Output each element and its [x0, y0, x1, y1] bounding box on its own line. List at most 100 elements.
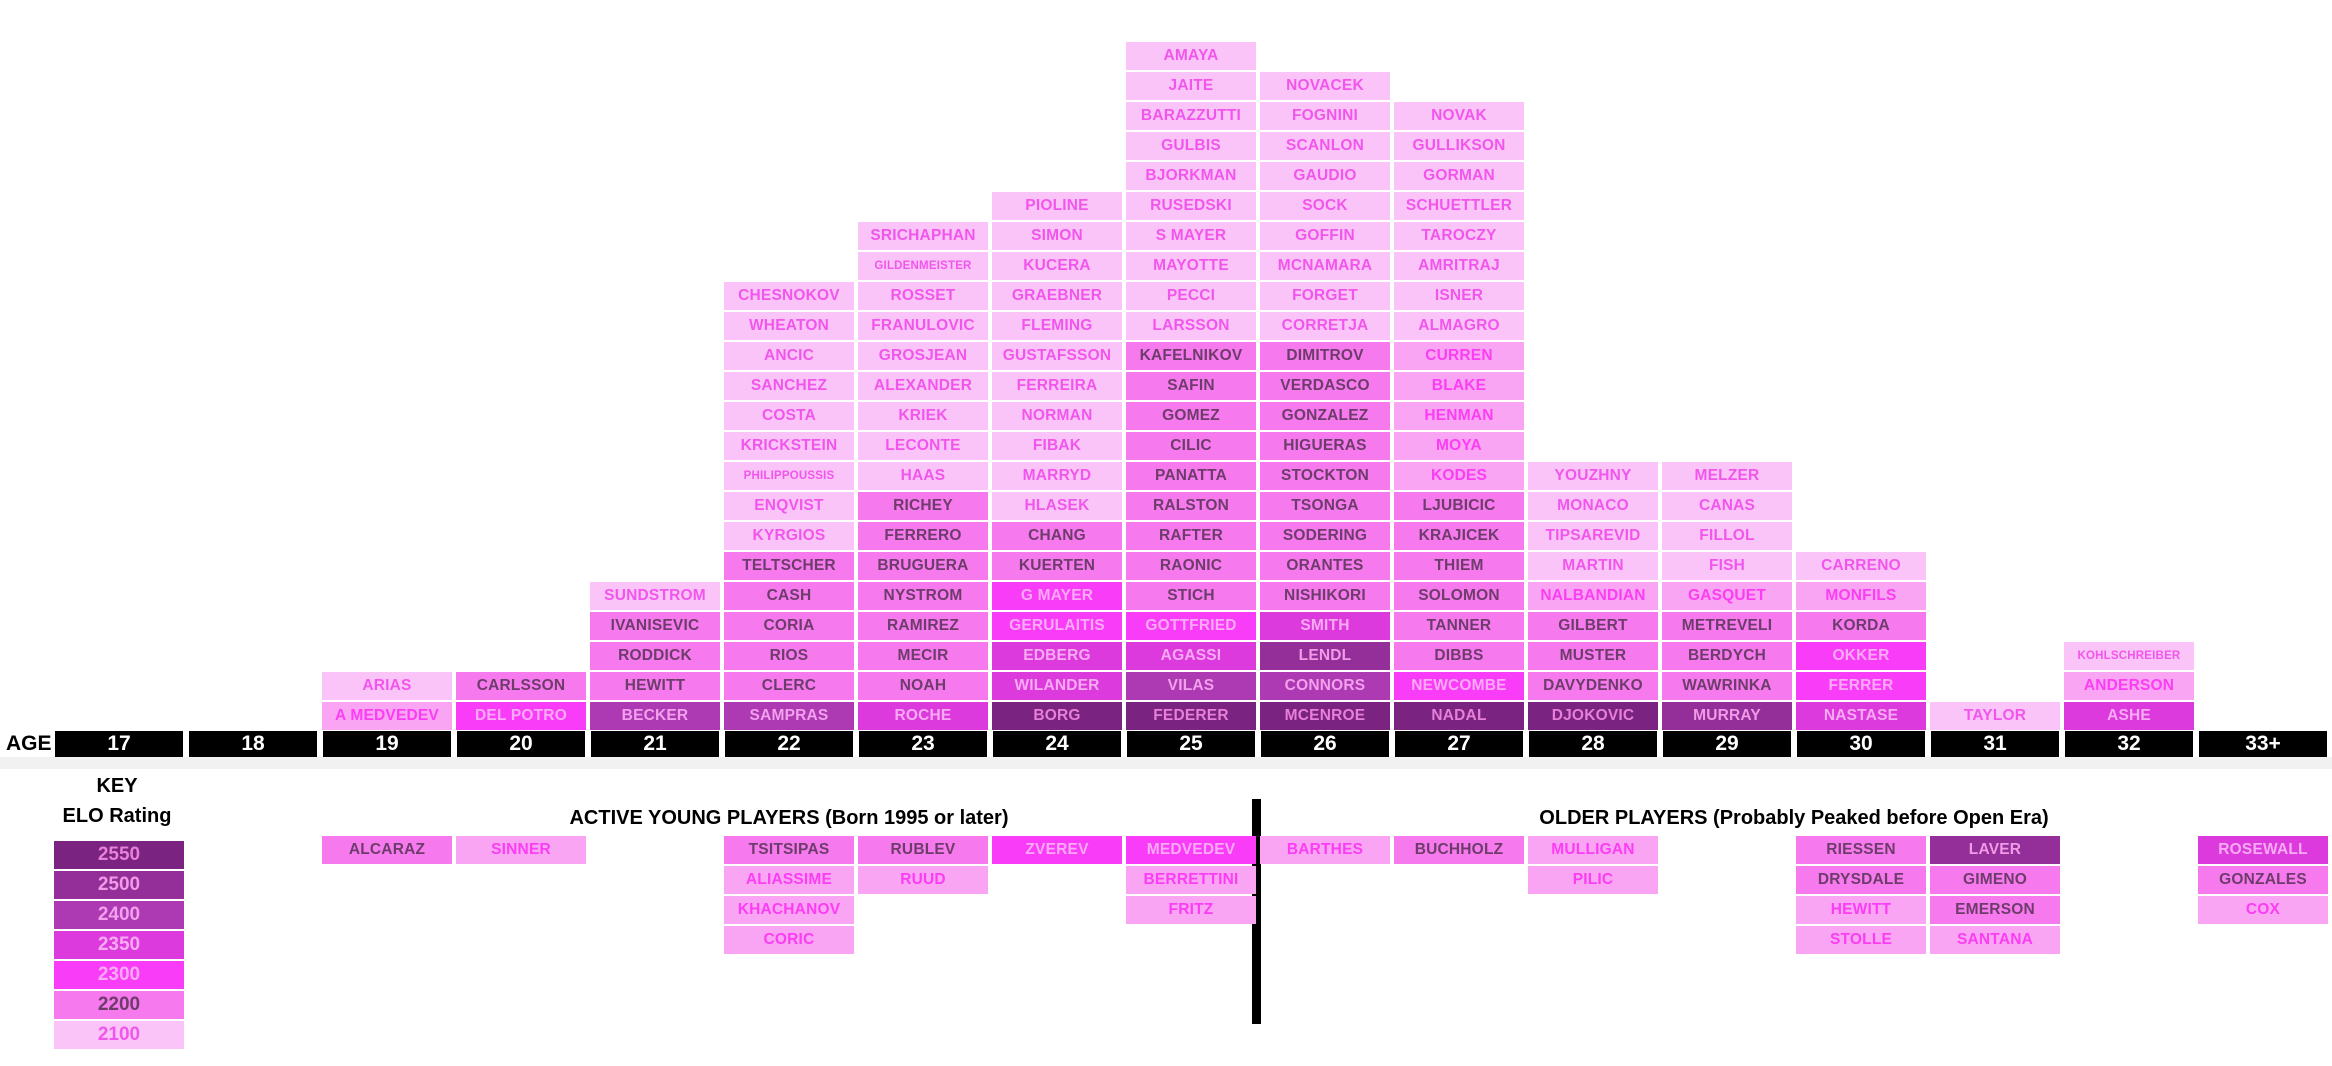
player-cell: MUSTER: [1528, 642, 1658, 670]
player-cell: ALMAGRO: [1394, 312, 1524, 340]
player-cell: HIGUERAS: [1260, 432, 1390, 460]
player-cell: GORMAN: [1394, 162, 1524, 190]
era-divider-line: [1252, 799, 1261, 1024]
age-column-31: TAYLOR: [1928, 41, 2062, 731]
player-cell: KOHLSCHREIBER: [2064, 642, 2194, 670]
player-cell: SOLOMON: [1394, 582, 1524, 610]
player-cell: G MAYER: [992, 582, 1122, 610]
player-cell: GRAEBNER: [992, 282, 1122, 310]
age-column-17: [52, 41, 186, 731]
player-cell: MELZER: [1662, 462, 1792, 490]
age-column-19: ALCARAZ: [320, 835, 454, 955]
age-tick-30: 30: [1797, 731, 1925, 757]
player-cell: SMITH: [1260, 612, 1390, 640]
age-column-25: MEDVEDEV BERRETTINI FRITZ: [1124, 835, 1258, 955]
player-cell: GIMENO: [1930, 866, 2060, 894]
key-swatch-2400: 2400: [54, 901, 184, 929]
player-cell: KUCERA: [992, 252, 1122, 280]
player-cell: KAFELNIKOV: [1126, 342, 1256, 370]
age-column-23: SRICHAPHAN GILDENMEISTER ROSSET FRANULOVIC G…: [856, 41, 990, 731]
player-cell: DIBBS: [1394, 642, 1524, 670]
age-column-21: [588, 835, 722, 955]
bottom-panel: KEY ELO Rating 2550 2500 2400 2350 2300 2200 2…: [0, 769, 2332, 1066]
player-cell: SAFIN: [1126, 372, 1256, 400]
player-cell: PHILIPPOUSSIS: [724, 462, 854, 490]
player-cell: FILLOL: [1662, 522, 1792, 550]
player-cell: KODES: [1394, 462, 1524, 490]
player-cell: TANNER: [1394, 612, 1524, 640]
player-cell: NORMAN: [992, 402, 1122, 430]
player-cell: GULBIS: [1126, 132, 1256, 160]
player-cell: CARRENO: [1796, 552, 1926, 580]
player-cell: AMRITRAJ: [1394, 252, 1524, 280]
player-cell: MOYA: [1394, 432, 1524, 460]
player-cell: TAYLOR: [1930, 702, 2060, 730]
player-cell: EDBERG: [992, 642, 1122, 670]
player-cell: WAWRINKA: [1662, 672, 1792, 700]
player-cell: KHACHANOV: [724, 896, 854, 924]
age-column-30: RIESSEN DRYSDALE HEWITT STOLLE: [1794, 835, 1928, 955]
player-cell: BERRETTINI: [1126, 866, 1256, 894]
player-cell: NOVACEK: [1260, 72, 1390, 100]
player-cell: CARLSSON: [456, 672, 586, 700]
player-cell: GAUDIO: [1260, 162, 1390, 190]
player-cell: MARRYD: [992, 462, 1122, 490]
player-cell: ALCARAZ: [322, 836, 452, 864]
player-cell: FOGNINI: [1260, 102, 1390, 130]
key-swatch-2300: 2300: [54, 961, 184, 989]
player-cell: BRUGUERA: [858, 552, 988, 580]
player-cell: TAROCZY: [1394, 222, 1524, 250]
age-tick-18: 18: [189, 731, 317, 757]
player-cell: CHANG: [992, 522, 1122, 550]
player-cell: GONZALES: [2198, 866, 2328, 894]
player-cell: CASH: [724, 582, 854, 610]
age-tick-25: 25: [1127, 731, 1255, 757]
age-tick-21: 21: [591, 731, 719, 757]
player-cell: LENDL: [1260, 642, 1390, 670]
player-cell: WILANDER: [992, 672, 1122, 700]
key-title: KEY: [96, 775, 138, 797]
age-column-19: ARIAS A MEDVEDEV: [320, 41, 454, 731]
player-cell: AMAYA: [1126, 42, 1256, 70]
player-cell: CORRETJA: [1260, 312, 1390, 340]
age-tick-17: 17: [55, 731, 183, 757]
player-cell: METREVELI: [1662, 612, 1792, 640]
axis-underline-strip: [0, 757, 2332, 769]
player-cell: RAMIREZ: [858, 612, 988, 640]
player-cell: YOUZHNY: [1528, 462, 1658, 490]
key-swatch-2550: 2550: [54, 841, 184, 869]
key-swatch-2200: 2200: [54, 991, 184, 1019]
player-cell: VILAS: [1126, 672, 1256, 700]
player-cell: RUUD: [858, 866, 988, 894]
age-column-33+: [2196, 41, 2330, 731]
age-tick-28: 28: [1529, 731, 1657, 757]
older-players-header: OLDER PLAYERS (Probably Peaked before Op…: [1539, 807, 2049, 829]
key-swatch-2350: 2350: [54, 931, 184, 959]
player-cell: PIOLINE: [992, 192, 1122, 220]
player-cell: OKKER: [1796, 642, 1926, 670]
age-column-20: SINNER: [454, 835, 588, 955]
player-cell: GULLIKSON: [1394, 132, 1524, 160]
player-cell: KUERTEN: [992, 552, 1122, 580]
age-column-29: MELZER CANAS FILLOL FISH GASQUET METREVELI BER…: [1660, 41, 1794, 731]
player-cell: SCANLON: [1260, 132, 1390, 160]
player-cell: BARAZZUTTI: [1126, 102, 1256, 130]
age-column-18: [186, 41, 320, 731]
age-column-31: LAVER GIMENO EMERSON SANTANA: [1928, 835, 2062, 955]
player-cell: ROSEWALL: [2198, 836, 2328, 864]
age-column-17: [52, 835, 186, 955]
player-cell: GILDENMEISTER: [858, 252, 988, 280]
age-tick-24: 24: [993, 731, 1121, 757]
player-cell: ALEXANDER: [858, 372, 988, 400]
age-column-24: ZVEREV: [990, 835, 1124, 955]
player-cell: HEWITT: [1796, 896, 1926, 924]
player-cell: MAYOTTE: [1126, 252, 1256, 280]
player-cell: RAONIC: [1126, 552, 1256, 580]
age-column-25: AMAYA JAITE BARAZZUTTI GULBIS BJORKMAN RUSEDS…: [1124, 41, 1258, 731]
age-column-18: [186, 835, 320, 955]
bottom-histogram: ALCARAZ SINNER TSITSIPAS ALIASSIME KHACHANOV…: [52, 835, 2330, 955]
player-cell: GASQUET: [1662, 582, 1792, 610]
player-cell: VERDASCO: [1260, 372, 1390, 400]
age-column-29: [1660, 835, 1794, 955]
player-cell: RUBLEV: [858, 836, 988, 864]
